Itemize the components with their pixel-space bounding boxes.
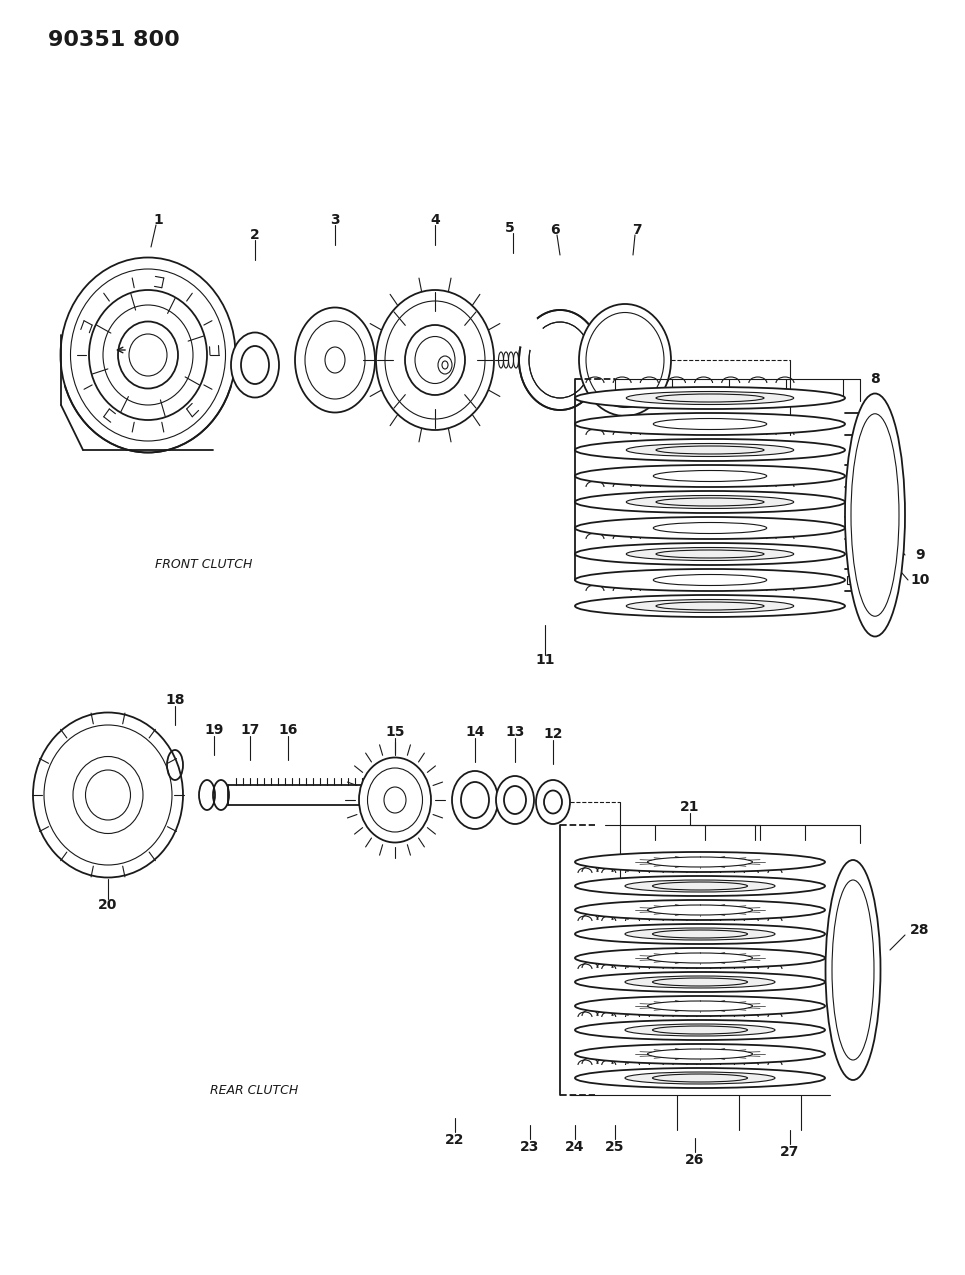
Ellipse shape xyxy=(845,394,905,636)
Ellipse shape xyxy=(626,496,793,509)
Text: 19: 19 xyxy=(205,723,224,737)
Ellipse shape xyxy=(504,785,526,813)
Text: 23: 23 xyxy=(520,1140,539,1154)
Text: 7: 7 xyxy=(632,223,642,237)
Ellipse shape xyxy=(575,852,825,872)
Ellipse shape xyxy=(626,547,793,561)
Ellipse shape xyxy=(625,880,775,892)
Text: 24: 24 xyxy=(565,1140,585,1154)
Ellipse shape xyxy=(575,972,825,992)
Ellipse shape xyxy=(575,996,825,1016)
Ellipse shape xyxy=(305,321,365,399)
Ellipse shape xyxy=(625,975,775,988)
Ellipse shape xyxy=(625,928,775,940)
Ellipse shape xyxy=(575,924,825,944)
Bar xyxy=(847,576,857,584)
Text: 2: 2 xyxy=(250,228,260,242)
Ellipse shape xyxy=(575,465,845,487)
Ellipse shape xyxy=(851,414,899,616)
Text: REAR CLUTCH: REAR CLUTCH xyxy=(210,1084,298,1096)
Text: 1: 1 xyxy=(153,213,163,227)
Ellipse shape xyxy=(575,543,845,565)
Ellipse shape xyxy=(625,1024,775,1037)
Ellipse shape xyxy=(626,391,793,404)
Ellipse shape xyxy=(241,346,269,384)
Text: 25: 25 xyxy=(605,1140,624,1154)
Ellipse shape xyxy=(625,1072,775,1084)
Ellipse shape xyxy=(536,780,570,824)
Ellipse shape xyxy=(33,713,183,877)
Ellipse shape xyxy=(376,289,494,430)
Text: FRONT CLUTCH: FRONT CLUTCH xyxy=(155,558,253,571)
Text: 4: 4 xyxy=(430,213,440,227)
Ellipse shape xyxy=(231,333,279,398)
Bar xyxy=(847,472,857,479)
Text: 90351 800: 90351 800 xyxy=(48,31,179,50)
Ellipse shape xyxy=(61,258,235,453)
Text: 26: 26 xyxy=(685,1153,704,1167)
Ellipse shape xyxy=(579,303,671,416)
Text: 27: 27 xyxy=(781,1145,800,1159)
Text: 16: 16 xyxy=(278,723,297,737)
Text: 17: 17 xyxy=(240,723,260,737)
Ellipse shape xyxy=(575,413,845,435)
Ellipse shape xyxy=(626,599,793,612)
Text: 11: 11 xyxy=(536,653,555,667)
Ellipse shape xyxy=(586,312,664,408)
Ellipse shape xyxy=(405,325,465,395)
Text: 20: 20 xyxy=(98,898,118,912)
Text: 15: 15 xyxy=(385,725,404,739)
Ellipse shape xyxy=(575,1020,825,1040)
Ellipse shape xyxy=(825,861,880,1080)
Ellipse shape xyxy=(575,876,825,896)
Ellipse shape xyxy=(529,323,591,398)
Ellipse shape xyxy=(575,388,845,409)
Ellipse shape xyxy=(44,725,172,864)
Ellipse shape xyxy=(575,1044,825,1065)
Ellipse shape xyxy=(544,790,562,813)
Ellipse shape xyxy=(575,595,845,617)
Ellipse shape xyxy=(461,782,489,819)
Ellipse shape xyxy=(368,768,423,833)
Text: 22: 22 xyxy=(445,1133,465,1148)
Text: 9: 9 xyxy=(915,548,924,562)
Ellipse shape xyxy=(575,491,845,513)
Ellipse shape xyxy=(575,439,845,462)
Text: 5: 5 xyxy=(505,221,515,235)
Ellipse shape xyxy=(379,784,391,806)
Ellipse shape xyxy=(519,310,601,411)
Ellipse shape xyxy=(496,776,534,824)
Text: 10: 10 xyxy=(910,572,929,586)
Text: 12: 12 xyxy=(543,727,563,741)
Text: 28: 28 xyxy=(910,923,929,937)
Ellipse shape xyxy=(452,771,498,829)
Text: 21: 21 xyxy=(680,799,700,813)
Ellipse shape xyxy=(575,1068,825,1088)
Text: 6: 6 xyxy=(550,223,560,237)
Ellipse shape xyxy=(385,301,485,419)
Text: 13: 13 xyxy=(506,725,525,739)
Text: 18: 18 xyxy=(165,694,184,708)
Ellipse shape xyxy=(359,757,431,843)
Ellipse shape xyxy=(575,900,825,921)
Ellipse shape xyxy=(626,444,793,456)
Wedge shape xyxy=(511,315,560,360)
Text: 3: 3 xyxy=(330,213,340,227)
Text: 14: 14 xyxy=(465,725,484,739)
Ellipse shape xyxy=(295,307,375,413)
Ellipse shape xyxy=(575,569,845,592)
Ellipse shape xyxy=(575,516,845,539)
Ellipse shape xyxy=(575,949,825,968)
Ellipse shape xyxy=(832,880,874,1060)
Text: 8: 8 xyxy=(870,372,880,386)
